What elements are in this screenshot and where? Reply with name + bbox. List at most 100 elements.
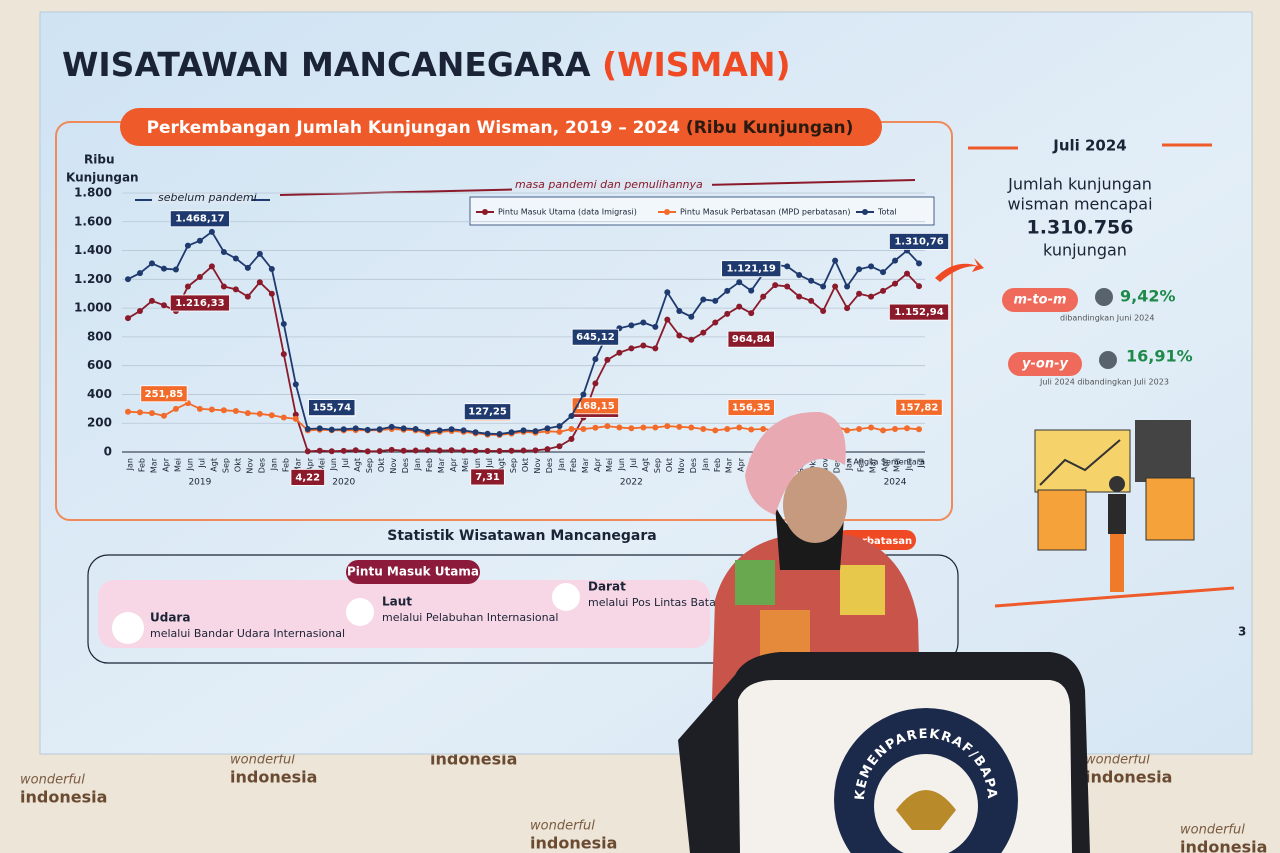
- x-tick-label: Apr: [737, 457, 746, 472]
- legend-label: Pintu Masuk Perbatasan (MPD perbatasan): [680, 208, 850, 217]
- point: [652, 424, 659, 431]
- x-tick-label: Apr: [305, 457, 314, 472]
- value-label: 1.310,76: [894, 236, 943, 247]
- badge-label: m-to-m: [1013, 293, 1066, 308]
- point: [232, 286, 239, 293]
- point: [880, 269, 887, 276]
- x-tick-label: Des: [401, 458, 410, 473]
- point: [808, 277, 815, 284]
- badge: [1002, 288, 1078, 312]
- chart-title-unit: (Ribu Kunjungan): [686, 118, 854, 138]
- point: [904, 425, 911, 432]
- point: [124, 276, 131, 283]
- point: [532, 447, 539, 454]
- point: [820, 283, 827, 290]
- illustration: [994, 420, 1235, 608]
- side-text: Jumlah kunjungan: [1007, 175, 1152, 194]
- brand: wonderful: [20, 773, 85, 788]
- point: [796, 272, 803, 279]
- legend-label: Total: [877, 208, 897, 217]
- border-label: Perbatasan: [848, 536, 912, 547]
- point: [712, 297, 719, 304]
- point: [184, 283, 191, 290]
- x-tick-label: Jul: [197, 458, 206, 469]
- point: [592, 380, 599, 387]
- point: [880, 287, 887, 294]
- value-label-box: [470, 468, 505, 486]
- point: [316, 447, 323, 454]
- point: [292, 415, 299, 422]
- value-label: 156,35: [732, 403, 771, 414]
- point: [496, 431, 503, 438]
- point: [916, 426, 923, 433]
- x-tick-label: Mei: [173, 458, 182, 472]
- x-tick-label: Sep: [509, 458, 518, 473]
- mtm-note: dibandingkan Juni 2024: [1060, 314, 1154, 323]
- point: [700, 329, 707, 336]
- point: [784, 263, 791, 270]
- y-tick-label: 200: [87, 416, 112, 430]
- point: [760, 293, 767, 300]
- point: [580, 425, 587, 432]
- point: [472, 447, 479, 454]
- point: [508, 447, 515, 454]
- point: [388, 423, 395, 430]
- point: [148, 410, 155, 417]
- slide-title: WISATAWAN MANCANEGARA (WISMAN): [62, 45, 791, 84]
- point: [628, 425, 635, 432]
- point: [496, 447, 503, 454]
- point: [244, 293, 251, 300]
- x-tick-label: Mei: [317, 458, 326, 472]
- point: [508, 429, 515, 436]
- mode-icon: [112, 612, 144, 644]
- point: [292, 381, 299, 388]
- badge: [1008, 352, 1082, 376]
- value-label-box: [727, 399, 775, 416]
- panel-graphic: [1037, 489, 1087, 551]
- y-tick-label: 1.000: [74, 301, 112, 315]
- x-year-label: 2022: [620, 478, 643, 488]
- point: [364, 448, 371, 455]
- point: [736, 303, 743, 310]
- point: [892, 280, 899, 287]
- point: [304, 448, 311, 455]
- point: [160, 265, 167, 272]
- point: [256, 410, 263, 417]
- value-label: 645,12: [576, 332, 615, 343]
- point: [256, 250, 263, 257]
- point: [160, 412, 167, 419]
- point: [712, 427, 719, 434]
- value-label-box: [895, 398, 943, 416]
- point: [472, 429, 479, 436]
- point: [340, 447, 347, 454]
- x-tick-label: Agt: [209, 458, 218, 472]
- x-tick-label: Nov: [821, 458, 830, 474]
- x-tick-label: Jun: [329, 458, 338, 472]
- value-label-box: [889, 232, 950, 250]
- value-label: 1.121,19: [727, 264, 776, 275]
- point: [232, 255, 239, 262]
- yoy-value: 16,91%: [1126, 347, 1193, 366]
- x-tick-label: Des: [257, 458, 266, 473]
- point: [568, 436, 575, 443]
- x-tick-label: Mar: [149, 457, 158, 473]
- gate-pill: [346, 560, 480, 584]
- x-tick-label: Sep: [365, 458, 374, 473]
- x-tick-label: Okt: [809, 458, 818, 472]
- x-tick-label: Agt: [497, 458, 506, 472]
- point: [196, 405, 203, 412]
- mode-desc: melalui Bandar Udara Internasional: [150, 627, 345, 640]
- up-icon: [1099, 351, 1117, 369]
- point: [220, 283, 227, 290]
- point: [448, 426, 455, 433]
- gate-label: Pintu Masuk Utama: [347, 565, 479, 579]
- point: [916, 260, 923, 267]
- point: [544, 425, 551, 432]
- point: [460, 427, 467, 434]
- x-tick-label: Mar: [581, 457, 590, 473]
- x-tick-label: Feb: [857, 458, 866, 472]
- slide-title-main: WISATAWAN MANCANEGARA: [62, 45, 591, 84]
- point: [268, 290, 275, 297]
- point: [832, 283, 839, 290]
- point: [412, 425, 419, 432]
